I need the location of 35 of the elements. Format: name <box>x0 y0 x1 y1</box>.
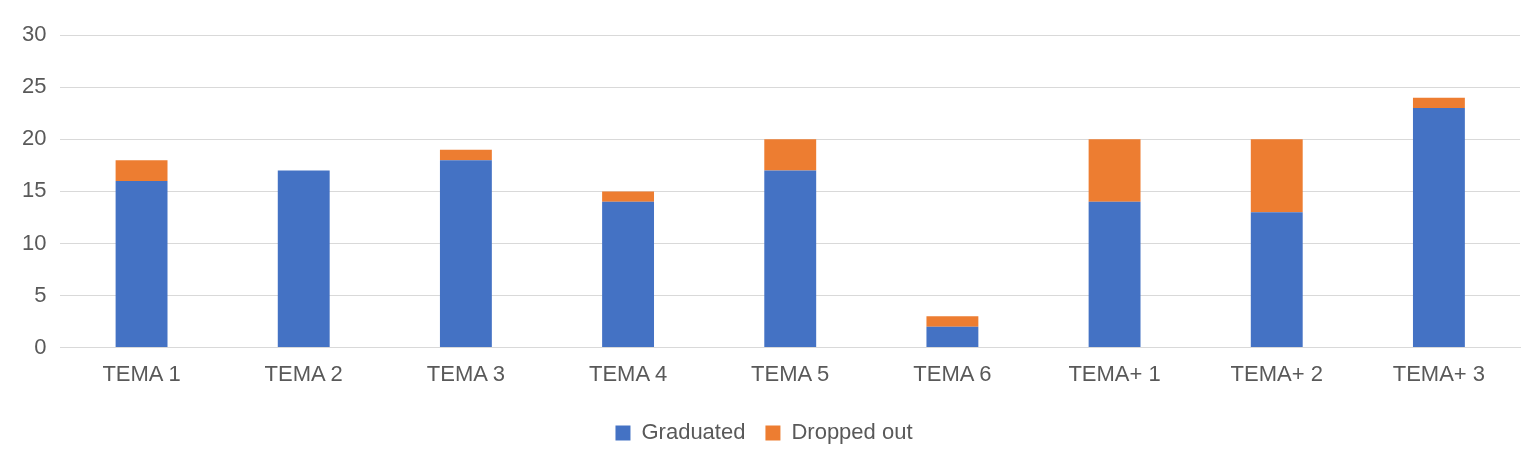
y-tick-label: 5 <box>34 281 47 307</box>
bar <box>926 326 979 348</box>
bar <box>1412 108 1465 348</box>
bar <box>602 191 655 202</box>
legend-label: Graduated <box>641 419 746 445</box>
bar <box>277 170 330 348</box>
y-tick-label: 0 <box>34 333 47 359</box>
bar <box>115 160 168 181</box>
bar <box>439 160 492 348</box>
bar <box>1412 97 1465 109</box>
bar <box>764 139 817 171</box>
x-tick-label: TEMA 5 <box>751 360 830 386</box>
bar <box>602 201 655 348</box>
x-tick-label: TEMA 3 <box>426 360 506 386</box>
x-tick-label: TEMA 1 <box>102 360 181 386</box>
y-tick-label: 10 <box>21 229 47 255</box>
bar <box>1088 201 1141 348</box>
bar <box>439 149 492 161</box>
x-tick-label: TEMA 4 <box>588 360 668 386</box>
bar <box>1250 139 1303 213</box>
y-tick-label: 30 <box>21 21 47 47</box>
x-tick-label: TEMA+ 2 <box>1230 360 1323 386</box>
x-tick-label: TEMA 6 <box>913 360 992 386</box>
x-tick-label: TEMA+ 3 <box>1392 360 1486 386</box>
bar <box>115 180 168 348</box>
x-tick-label: TEMA 2 <box>264 360 343 386</box>
x-tick-label: TEMA+ 1 <box>1068 360 1161 386</box>
bar <box>926 316 979 327</box>
bar <box>764 170 817 348</box>
bar <box>1088 139 1141 202</box>
bar <box>1250 212 1303 348</box>
y-tick-label: 15 <box>21 177 47 203</box>
y-tick-label: 25 <box>21 73 47 99</box>
legend-label: Dropped out <box>791 419 913 445</box>
y-tick-label: 20 <box>21 125 47 151</box>
